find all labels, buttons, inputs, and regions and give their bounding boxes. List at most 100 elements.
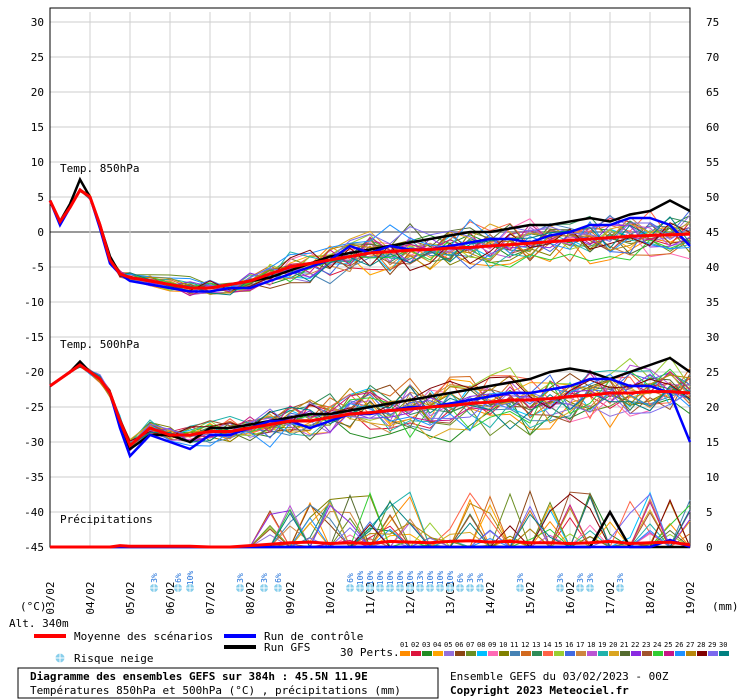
snow-risk-label: 3% [260, 573, 269, 583]
date-label: 04/02 [84, 581, 97, 614]
snow-risk-label: 10% [436, 571, 445, 586]
footer-copyright: Copyright 2023 Meteociel.fr [450, 684, 629, 697]
pert-color-swatch [565, 651, 575, 656]
snowflake-icon [345, 583, 355, 593]
snow-risk-label: 10% [356, 571, 365, 586]
altitude-label: Alt. 340m [9, 617, 69, 630]
snow-risk-label: 3% [236, 573, 245, 583]
pert-number-label: 11 [510, 641, 518, 649]
pert-number-label: 25 [664, 641, 672, 649]
pert-color-swatch [444, 651, 454, 656]
pert-number-label: 03 [422, 641, 430, 649]
pert-color-swatch [697, 651, 707, 656]
left-tick-label: -35 [24, 471, 44, 484]
pert-color-swatch [532, 651, 542, 656]
footer-title: Diagramme des ensembles GEFS sur 384h : … [30, 670, 368, 683]
pert-color-swatch [609, 651, 619, 656]
snow-risk-label: 10% [446, 571, 455, 586]
date-label: 08/02 [244, 581, 257, 614]
pert-color-swatch [411, 651, 421, 656]
pert-number-label: 10 [499, 641, 507, 649]
snow-risk-label: 3% [616, 573, 625, 583]
date-label: 17/02 [604, 581, 617, 614]
series-t500-line [49, 363, 691, 449]
left-tick-label: 0 [37, 226, 44, 239]
footer-subtitle: Températures 850hPa et 500hPa (°C) , pré… [30, 684, 401, 697]
left-tick-label: -40 [24, 506, 44, 519]
snowflake-icon [395, 583, 405, 593]
main-series-lines [48, 176, 692, 549]
pert-number-label: 30 [719, 641, 727, 649]
snowflake-icon [465, 583, 475, 593]
pert-color-swatch [521, 651, 531, 656]
snowflake-icon [515, 583, 525, 593]
pert-color-swatch [587, 651, 597, 656]
date-label: 03/02 [44, 581, 57, 614]
pert-color-swatch [543, 651, 553, 656]
snowflake-icon [149, 583, 159, 593]
snow-risk-label: 6% [456, 573, 465, 583]
right-tick-label: 0 [706, 541, 713, 554]
snow-risk-label: 6% [346, 573, 355, 583]
pert-color-swatch [719, 651, 729, 656]
pert-number-label: 29 [708, 641, 716, 649]
pert-color-swatch [433, 651, 443, 656]
pert-number-label: 27 [686, 641, 694, 649]
pert-number-label: 07 [466, 641, 474, 649]
left-tick-label: 25 [31, 51, 44, 64]
pert-number-label: 02 [411, 641, 419, 649]
snow-risk-label: 10% [386, 571, 395, 586]
pert-number-label: 16 [565, 641, 573, 649]
right-tick-label: 50 [706, 191, 719, 204]
date-label: 18/02 [644, 581, 657, 614]
right-tick-label: 15 [706, 436, 719, 449]
pert-color-swatch [686, 651, 696, 656]
snow-risk-label: 10% [376, 571, 385, 586]
snowflake-icon [475, 583, 485, 593]
pert-number-label: 19 [598, 641, 606, 649]
snow-risk-label: 3% [576, 573, 585, 583]
right-tick-label: 70 [706, 51, 719, 64]
snowflake-icon [235, 583, 245, 593]
snowflake-icon [259, 583, 269, 593]
snowflake-icon [375, 583, 385, 593]
pert-color-swatch [499, 651, 509, 656]
right-tick-label: 20 [706, 401, 719, 414]
pert-number-label: 22 [631, 641, 639, 649]
pert-color-swatch [631, 651, 641, 656]
left-tick-label: -10 [24, 296, 44, 309]
snow-risk-label: 3% [586, 573, 595, 583]
snowflake-icon [405, 583, 415, 593]
right-tick-label: 75 [706, 16, 719, 29]
snowflake-icon [615, 583, 625, 593]
pert-number-label: 17 [576, 641, 584, 649]
date-label: 05/02 [124, 581, 137, 614]
snowflake-icon [445, 583, 455, 593]
pert-number-label: 28 [697, 641, 705, 649]
pert-number-label: 06 [455, 641, 463, 649]
legend-snow-label: Risque neige [74, 652, 153, 665]
left-tick-label: 10 [31, 156, 44, 169]
right-tick-label: 30 [706, 331, 719, 344]
pert-color-swatch [455, 651, 465, 656]
date-label: 15/02 [524, 581, 537, 614]
label-precip: Précipitations [60, 513, 153, 526]
pert-color-swatch [510, 651, 520, 656]
pert-color-swatch [642, 651, 652, 656]
legend-control-label: Run de contrôle [264, 630, 363, 643]
left-tick-label: -15 [24, 331, 44, 344]
left-tick-label: -25 [24, 401, 44, 414]
pert-number-label: 15 [554, 641, 562, 649]
snow-risk-label: 10% [426, 571, 435, 586]
left-tick-label: -30 [24, 436, 44, 449]
series-t850-line [48, 187, 691, 290]
right-tick-label: 65 [706, 86, 719, 99]
left-tick-label: -20 [24, 366, 44, 379]
left-tick-label: 15 [31, 121, 44, 134]
pert-color-swatch [477, 651, 487, 656]
date-label: 14/02 [484, 581, 497, 614]
snowflake-icon [385, 583, 395, 593]
snowflake-icon [425, 583, 435, 593]
snowflake-icon [355, 583, 365, 593]
